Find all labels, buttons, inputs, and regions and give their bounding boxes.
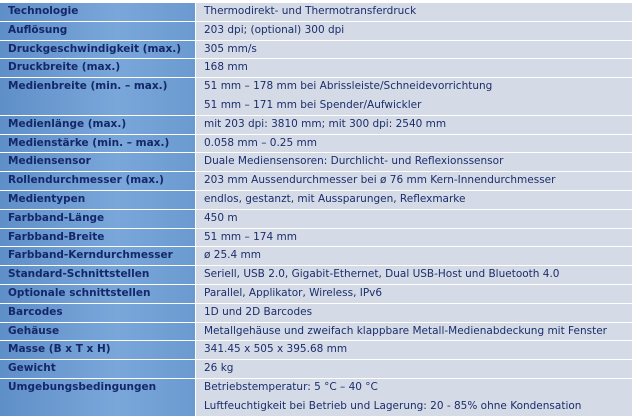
spec-value: 26 kg <box>204 362 234 375</box>
spec-value: Thermodirekt- und Thermotransferdruck <box>204 5 417 17</box>
spec-value-cell: 51 mm – 174 mm <box>196 228 632 247</box>
spec-value-cell: mit 203 dpi: 3810 mm; mit 300 dpi: 2540 … <box>196 115 632 134</box>
spec-label: Standard-Schnittstellen <box>0 266 196 284</box>
spec-value: Luftfeuchtigkeit bei Betrieb und Lagerun… <box>204 399 582 412</box>
spec-value: 51 mm – 178 mm bei Abrissleiste/Schneide… <box>204 80 493 93</box>
spec-label: Druckbreite (max.) <box>0 59 196 78</box>
spec-value: 305 mm/s <box>204 42 257 55</box>
spec-value: mit 203 dpi: 3810 mm; mit 300 dpi: 2540 … <box>204 117 447 130</box>
spec-value-cell: 26 kg <box>196 360 632 378</box>
spec-value-cell: 0.058 mm – 0.25 mm <box>196 134 632 153</box>
spec-label: Technologie <box>0 3 196 21</box>
spec-label: Gehäuse <box>0 322 196 341</box>
spec-row: Masse (B x T x H) 341.45 x 505 x 395.68 m… <box>0 341 632 361</box>
spec-row: Optionale schnittstellen Parallel, Applik… <box>0 284 632 304</box>
spec-label: Umgebungsbedingungen <box>0 378 196 416</box>
spec-row: Farbband-Länge 450 m <box>0 209 632 229</box>
spec-row: Druckbreite (max.) 168 mm <box>0 59 632 79</box>
spec-value: 341.45 x 505 x 395.68 mm <box>204 343 348 356</box>
spec-value: Betriebstemperatur: 5 °C – 40 °C <box>204 380 378 393</box>
spec-value: 0.058 mm – 0.25 mm <box>204 136 317 149</box>
spec-label: Medienstärke (min. – max.) <box>0 134 196 153</box>
spec-value-cell: 168 mm <box>196 59 632 78</box>
spec-value: Seriell, USB 2.0, Gigabit-Ethernet, Dual… <box>204 268 560 281</box>
spec-row: Auflösung 203 dpi; (optional) 300 dpi <box>0 21 632 41</box>
spec-value-cell: Thermodirekt- und Thermotransferdruck <box>196 3 632 21</box>
spec-value-cell: 341.45 x 505 x 395.68 mm <box>196 341 632 360</box>
spec-value: 168 mm <box>204 61 248 74</box>
spec-row: Barcodes 1D und 2D Barcodes <box>0 303 632 323</box>
spec-row: Medienstärke (min. – max.) 0.058 mm – 0.2… <box>0 134 632 154</box>
spec-label: Medienbreite (min. – max.) <box>0 78 196 115</box>
spec-value: ø 25.4 mm <box>204 249 261 262</box>
spec-value-cell: Parallel, Applikator, Wireless, IPv6 <box>196 284 632 303</box>
spec-label: Auflösung <box>0 21 196 40</box>
spec-label: Rollendurchmesser (max.) <box>0 172 196 190</box>
spec-value: 1D und 2D Barcodes <box>204 305 313 318</box>
spec-label: Barcodes <box>0 303 196 322</box>
spec-label: Farbband-Länge <box>0 209 196 228</box>
spec-value-cell: endlos, gestanzt, mit Aussparungen, Refl… <box>196 190 632 209</box>
spec-value-cell: Betriebstemperatur: 5 °C – 40 °C Luftfeuc… <box>196 378 632 416</box>
spec-value-cell: 203 mm Aussendurchmesser bei ø 76 mm Ker… <box>196 172 632 190</box>
spec-value: Metallgehäuse und zweifach klappbare Met… <box>204 324 607 337</box>
spec-row: Farbband-Breite 51 mm – 174 mm <box>0 228 632 248</box>
spec-value-cell: ø 25.4 mm <box>196 247 632 266</box>
spec-row: Gewicht 26 kg <box>0 360 632 379</box>
spec-value-cell: 450 m <box>196 209 632 228</box>
spec-value: 203 dpi; (optional) 300 dpi <box>204 23 345 36</box>
spec-label: Druckgeschwindigkeit (max.) <box>0 40 196 59</box>
spec-row: Rollendurchmesser (max.) 203 mm Aussendur… <box>0 172 632 191</box>
spec-value: 203 mm Aussendurchmesser bei ø 76 mm Ker… <box>204 174 556 187</box>
spec-value: 51 mm – 174 mm <box>204 230 297 243</box>
spec-value: Parallel, Applikator, Wireless, IPv6 <box>204 286 383 299</box>
spec-row: Medienbreite (min. – max.) 51 mm – 178 mm… <box>0 78 632 116</box>
spec-row: Gehäuse Metallgehäuse und zweifach klappb… <box>0 322 632 342</box>
spec-value: endlos, gestanzt, mit Aussparungen, Refl… <box>204 192 466 205</box>
spec-row: Medientypen endlos, gestanzt, mit Ausspar… <box>0 190 632 210</box>
spec-value-cell: Metallgehäuse und zweifach klappbare Met… <box>196 322 632 341</box>
spec-label: Medienlänge (max.) <box>0 115 196 134</box>
spec-row: Farbband-Kerndurchmesser ø 25.4 mm <box>0 247 632 267</box>
spec-value-cell: 1D und 2D Barcodes <box>196 303 632 322</box>
spec-label: Farbband-Breite <box>0 228 196 247</box>
spec-value: 51 mm – 171 mm bei Spender/Aufwickler <box>204 98 422 111</box>
spec-row: Umgebungsbedingungen Betriebstemperatur: … <box>0 378 632 417</box>
spec-row: Technologie Thermodirekt- und Thermotrans… <box>0 3 632 22</box>
spec-row: Standard-Schnittstellen Seriell, USB 2.0,… <box>0 266 632 285</box>
spec-label: Gewicht <box>0 360 196 378</box>
spec-label: Farbband-Kerndurchmesser <box>0 247 196 266</box>
spec-value-cell: Duale Mediensensoren: Durchlicht- und Re… <box>196 153 632 172</box>
spec-label: Medientypen <box>0 190 196 209</box>
spec-label: Masse (B x T x H) <box>0 341 196 360</box>
spec-value: Duale Mediensensoren: Durchlicht- und Re… <box>204 155 504 168</box>
spec-row: Druckgeschwindigkeit (max.) 305 mm/s <box>0 40 632 60</box>
spec-value: 450 m <box>204 211 238 224</box>
spec-value-cell: 305 mm/s <box>196 40 632 59</box>
spec-row: Mediensensor Duale Mediensensoren: Durchl… <box>0 153 632 173</box>
spec-row: Medienlänge (max.) mit 203 dpi: 3810 mm; … <box>0 115 632 135</box>
spec-value-cell: Seriell, USB 2.0, Gigabit-Ethernet, Dual… <box>196 266 632 284</box>
spec-value-cell: 203 dpi; (optional) 300 dpi <box>196 21 632 40</box>
spec-value-cell: 51 mm – 178 mm bei Abrissleiste/Schneide… <box>196 78 632 115</box>
spec-label: Optionale schnittstellen <box>0 284 196 303</box>
spec-label: Mediensensor <box>0 153 196 172</box>
